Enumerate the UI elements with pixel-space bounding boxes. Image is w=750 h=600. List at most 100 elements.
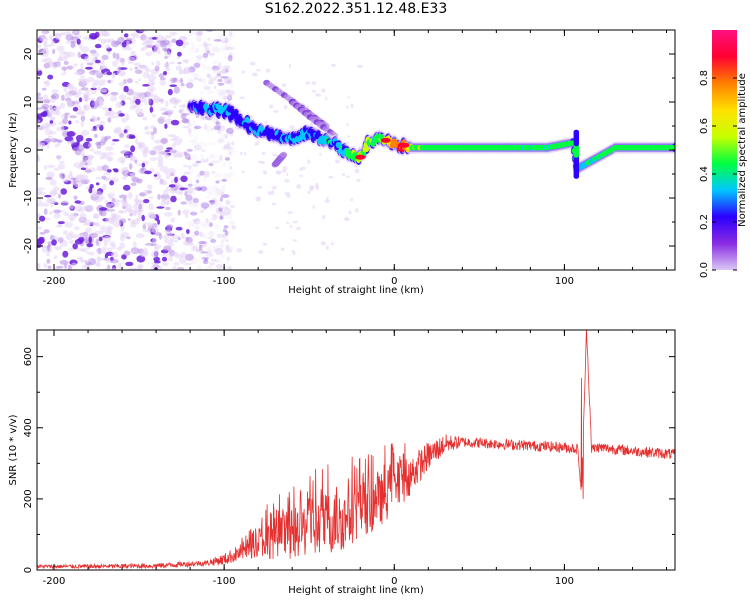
noise-speckle: [80, 167, 87, 171]
noise-speckle: [217, 265, 224, 269]
noise-speckle: [178, 267, 183, 270]
noise-speckle: [123, 144, 130, 148]
noise-speckle: [128, 163, 133, 170]
noise-speckle: [199, 170, 205, 176]
noise-speckle: [151, 61, 155, 66]
noise-speckle: [129, 172, 136, 177]
noise-speckle: [68, 120, 72, 125]
noise-speckle: [208, 222, 213, 228]
noise-speckle: [72, 234, 76, 239]
noise-speckle: [96, 256, 101, 263]
noise-speckle: [98, 98, 104, 105]
noise-speckle: [227, 94, 233, 100]
noise-speckle: [170, 195, 177, 203]
noise-speckle: [47, 74, 54, 80]
noise-speckle: [180, 201, 188, 205]
noise-speckle: [100, 65, 106, 70]
noise-speckle: [49, 98, 56, 103]
noise-speckle: [37, 92, 42, 97]
noise-speckle: [74, 200, 82, 204]
noise-speckle: [244, 152, 247, 156]
noise-speckle: [192, 197, 199, 204]
noise-speckle: [149, 167, 155, 173]
noise-speckle: [197, 174, 202, 177]
noise-speckle: [117, 37, 125, 44]
noise-speckle: [76, 256, 83, 261]
noise-speckle: [307, 159, 311, 164]
noise-speckle: [174, 150, 182, 158]
noise-speckle: [217, 259, 222, 264]
noise-speckle: [226, 256, 231, 261]
noise-speckle: [37, 226, 43, 230]
noise-speckle: [142, 71, 150, 79]
noise-speckle: [178, 192, 183, 195]
noise-speckle: [72, 243, 78, 250]
noise-speckle: [39, 215, 46, 222]
noise-speckle: [180, 252, 187, 258]
noise-speckle: [141, 162, 146, 168]
noise-speckle: [119, 242, 126, 249]
noise-speckle: [62, 118, 69, 124]
noise-speckle: [231, 141, 235, 146]
noise-speckle: [78, 97, 83, 103]
noise-speckle: [299, 174, 304, 177]
noise-speckle: [222, 193, 231, 199]
noise-speckle: [143, 145, 149, 153]
noise-speckle: [228, 171, 236, 177]
noise-speckle: [117, 66, 121, 74]
noise-speckle: [58, 56, 67, 62]
noise-speckle: [184, 153, 191, 160]
noise-speckle: [226, 127, 234, 134]
noise-speckle: [136, 255, 146, 263]
noise-speckle: [57, 237, 64, 243]
noise-speckle: [74, 234, 83, 238]
noise-speckle: [148, 203, 154, 211]
noise-speckle: [80, 75, 86, 79]
noise-speckle: [152, 146, 161, 151]
noise-speckle: [202, 63, 206, 70]
noise-speckle: [198, 241, 207, 244]
noise-speckle: [122, 169, 131, 177]
noise-speckle: [164, 170, 169, 175]
noise-speckle: [43, 229, 50, 234]
noise-speckle: [185, 82, 194, 89]
noise-speckle: [200, 256, 207, 261]
noise-speckle: [85, 137, 93, 142]
noise-speckle: [97, 86, 101, 91]
noise-speckle: [186, 148, 193, 152]
noise-speckle: [134, 69, 143, 75]
noise-speckle: [198, 44, 202, 48]
noise-speckle: [200, 207, 205, 211]
noise-speckle: [51, 239, 57, 246]
noise-speckle: [312, 204, 315, 210]
noise-speckle: [228, 31, 233, 37]
noise-speckle: [120, 232, 130, 238]
noise-speckle: [129, 67, 133, 72]
noise-speckle: [151, 133, 155, 141]
signal-halo: [186, 97, 675, 175]
noise-speckle: [280, 247, 285, 251]
noise-speckle: [201, 223, 210, 229]
noise-speckle: [37, 69, 43, 76]
noise-speckle: [224, 207, 227, 212]
noise-speckle: [126, 96, 132, 100]
noise-speckle: [86, 243, 94, 248]
noise-speckle: [180, 82, 185, 87]
noise-speckle: [90, 128, 98, 132]
noise-speckle: [225, 46, 235, 51]
noise-speckle: [216, 70, 223, 74]
noise-speckle: [189, 122, 193, 128]
noise-speckle: [204, 50, 212, 55]
noise-speckle: [105, 44, 112, 49]
noise-speckle: [311, 90, 317, 93]
noise-speckle: [330, 63, 337, 67]
noise-speckle: [193, 73, 200, 79]
noise-speckle: [153, 256, 160, 262]
noise-speckle: [226, 239, 229, 243]
noise-speckle: [84, 169, 92, 173]
noise-speckle: [215, 187, 224, 193]
noise-speckle: [107, 151, 114, 156]
noise-speckle: [292, 239, 298, 242]
noise-speckle: [75, 134, 84, 142]
noise-speckle: [175, 39, 184, 47]
